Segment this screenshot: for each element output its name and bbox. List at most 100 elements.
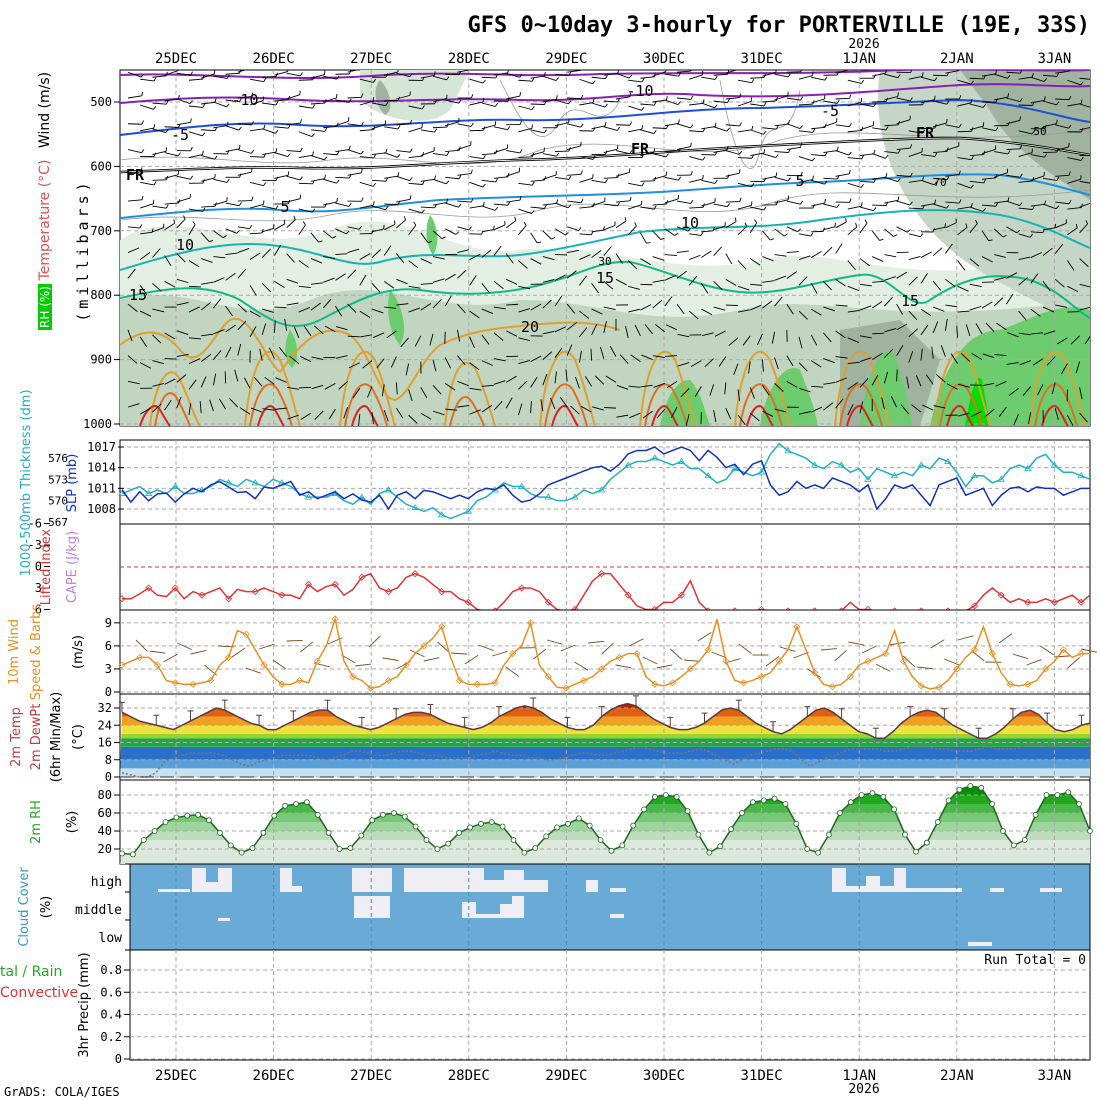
wind-barb	[884, 199, 899, 204]
wind-barb	[676, 270, 687, 279]
wind10-speed-point	[1077, 650, 1085, 658]
wind-barb	[335, 326, 348, 331]
wind-barb	[335, 202, 350, 207]
axis-tick-label: 20	[98, 842, 112, 856]
wind-barb	[286, 219, 296, 229]
wind-barb	[359, 78, 374, 83]
thickness-point	[810, 461, 819, 468]
wind-barb	[945, 174, 960, 177]
wind-barb	[616, 385, 629, 390]
wind-barb-flag	[446, 198, 449, 203]
cloud-patch	[968, 942, 992, 946]
wind-barb	[517, 403, 523, 416]
wind-barb	[565, 369, 568, 382]
rh2m-point	[1087, 828, 1093, 834]
axis-tick-label: 1000	[83, 417, 112, 431]
bottom-date-label: 1JAN	[842, 1068, 876, 1084]
wind10-speed-point	[189, 680, 197, 688]
wind-barb-flag	[751, 79, 755, 83]
wind-barb-flag	[458, 174, 462, 179]
wind-barb	[786, 355, 794, 367]
wind-barb	[225, 202, 240, 207]
wind-barb	[676, 200, 691, 204]
wind-barb	[188, 306, 200, 313]
wind-barb	[323, 97, 337, 103]
wind-barb	[176, 278, 189, 284]
wind-barb	[505, 220, 517, 229]
wind-barb-flag	[653, 130, 657, 134]
wind-barb	[164, 222, 175, 231]
wind-barb	[262, 308, 274, 313]
wind-barb	[835, 243, 843, 254]
wind-barb	[786, 123, 801, 129]
wind-barb-flag	[849, 94, 852, 99]
wind-barb-flag	[1056, 72, 1060, 77]
wind-barb	[289, 355, 300, 364]
wind-barb	[432, 75, 447, 81]
wind-barb	[518, 337, 531, 342]
wind-barb	[749, 412, 760, 422]
thickness-point	[864, 475, 872, 482]
wind-barb	[152, 102, 167, 105]
wind-barb	[603, 203, 618, 207]
wind-barb	[701, 179, 716, 184]
wind-barb	[615, 72, 630, 79]
wind-barb	[774, 123, 789, 127]
wind-barb-flag	[666, 96, 668, 101]
wind-barb	[237, 268, 247, 279]
axis-tick-label: 16	[98, 736, 112, 750]
wind-barb	[1055, 70, 1070, 74]
top-date-label: 2JAN	[940, 51, 974, 67]
wind10-barb	[478, 644, 494, 651]
wind-barb	[725, 150, 740, 155]
wind-barb	[1055, 201, 1070, 205]
wind-barb	[664, 296, 673, 307]
precip-axis-label: 3hr Precip (mm)	[77, 952, 92, 1057]
wind-barb-flag	[263, 78, 267, 82]
wind-barb-flag	[458, 203, 462, 208]
wind10-speed-point	[615, 653, 623, 661]
wind-barb-flag	[361, 197, 364, 202]
wind-barb	[530, 129, 545, 134]
wind-barb	[1067, 178, 1081, 184]
thickness-point	[517, 482, 526, 489]
wind-barb	[469, 310, 480, 319]
wind10-speed-point	[917, 682, 925, 690]
wind-barb	[567, 123, 581, 128]
wind-barb-flag	[787, 195, 790, 200]
wind-barb	[835, 377, 847, 383]
wind-barb	[311, 384, 324, 390]
axis-tick-label: 0	[115, 1052, 122, 1066]
wind-barb	[984, 408, 995, 418]
wind-barb-flag	[702, 156, 706, 161]
wind-barb-flag	[958, 123, 962, 128]
wind-barb	[884, 95, 899, 101]
lifted-index-point	[278, 591, 286, 599]
rh2m-point	[173, 814, 180, 821]
rh2m-point	[358, 832, 365, 839]
wind-barb	[701, 283, 709, 294]
wind-barb	[310, 258, 323, 264]
wind-barb	[694, 386, 702, 397]
wind-barb	[199, 401, 202, 414]
wind-barb	[176, 218, 186, 229]
wind-barb	[957, 227, 968, 236]
wind-barb-flag	[910, 144, 913, 149]
wind-barb	[201, 333, 214, 337]
wind-barb	[665, 324, 678, 331]
wind-barb	[810, 334, 818, 346]
axis-tick-label: 24	[98, 718, 112, 732]
rh2m-point	[956, 786, 963, 793]
rh2m-point	[249, 845, 256, 851]
wind-barb-flag	[470, 122, 474, 127]
wind-barb	[884, 348, 894, 358]
wind-barb-flag	[739, 197, 742, 202]
wind10-barb	[272, 659, 287, 670]
wind-barb	[847, 382, 858, 390]
wind-barb	[201, 155, 215, 160]
wind-barb	[213, 178, 228, 183]
wind-barb-flag	[385, 177, 389, 182]
wind-barb	[774, 357, 779, 370]
wind-barb	[542, 351, 553, 360]
wind-barb-flag	[336, 179, 340, 184]
